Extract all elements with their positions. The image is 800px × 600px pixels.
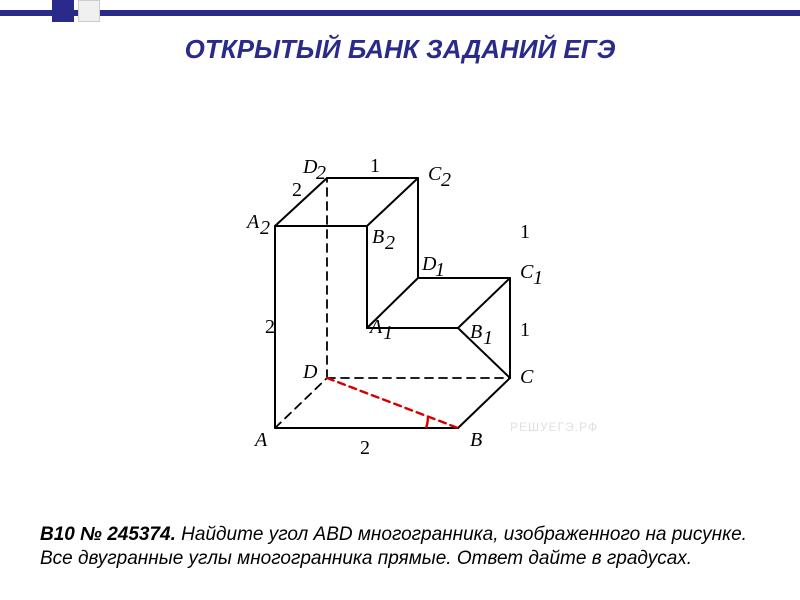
polyhedron-diagram: ABCDA1B1C1D1A2B2C2D2221121 bbox=[200, 78, 600, 478]
svg-text:1: 1 bbox=[520, 319, 530, 341]
svg-text:C: C bbox=[520, 366, 534, 388]
svg-text:1: 1 bbox=[383, 322, 393, 344]
header-stripe bbox=[0, 10, 800, 16]
svg-text:1: 1 bbox=[520, 221, 530, 243]
svg-text:1: 1 bbox=[483, 327, 493, 349]
decorative-header bbox=[0, 0, 800, 22]
svg-text:2: 2 bbox=[360, 437, 370, 459]
svg-text:2: 2 bbox=[441, 169, 451, 191]
header-square-dark bbox=[52, 0, 74, 22]
svg-text:B: B bbox=[470, 429, 482, 451]
svg-text:A: A bbox=[253, 429, 268, 451]
svg-text:B: B bbox=[470, 321, 482, 343]
watermark: РЕШУЕГЭ.РФ bbox=[510, 420, 598, 434]
svg-text:1: 1 bbox=[533, 267, 543, 289]
svg-text:A: A bbox=[368, 316, 383, 338]
svg-text:2: 2 bbox=[260, 217, 270, 239]
svg-text:D: D bbox=[302, 361, 318, 383]
problem-tag: B10 bbox=[40, 524, 75, 545]
page-title: ОТКРЫТЫЙ БАНК ЗАДАНИЙ ЕГЭ bbox=[0, 34, 800, 65]
svg-text:2: 2 bbox=[292, 179, 302, 201]
problem-text: B10 № 245374. Найдите угол ABD многогран… bbox=[40, 523, 760, 572]
svg-text:C: C bbox=[520, 261, 534, 283]
svg-text:A: A bbox=[245, 211, 260, 233]
svg-text:2: 2 bbox=[265, 316, 275, 338]
svg-text:B: B bbox=[372, 226, 384, 248]
svg-text:1: 1 bbox=[435, 259, 445, 281]
svg-text:C: C bbox=[428, 163, 442, 185]
problem-number: № 245374. bbox=[80, 524, 176, 545]
svg-text:2: 2 bbox=[385, 232, 395, 254]
header-square-light bbox=[78, 0, 100, 22]
svg-text:1: 1 bbox=[370, 155, 380, 177]
svg-text:2: 2 bbox=[316, 162, 326, 184]
